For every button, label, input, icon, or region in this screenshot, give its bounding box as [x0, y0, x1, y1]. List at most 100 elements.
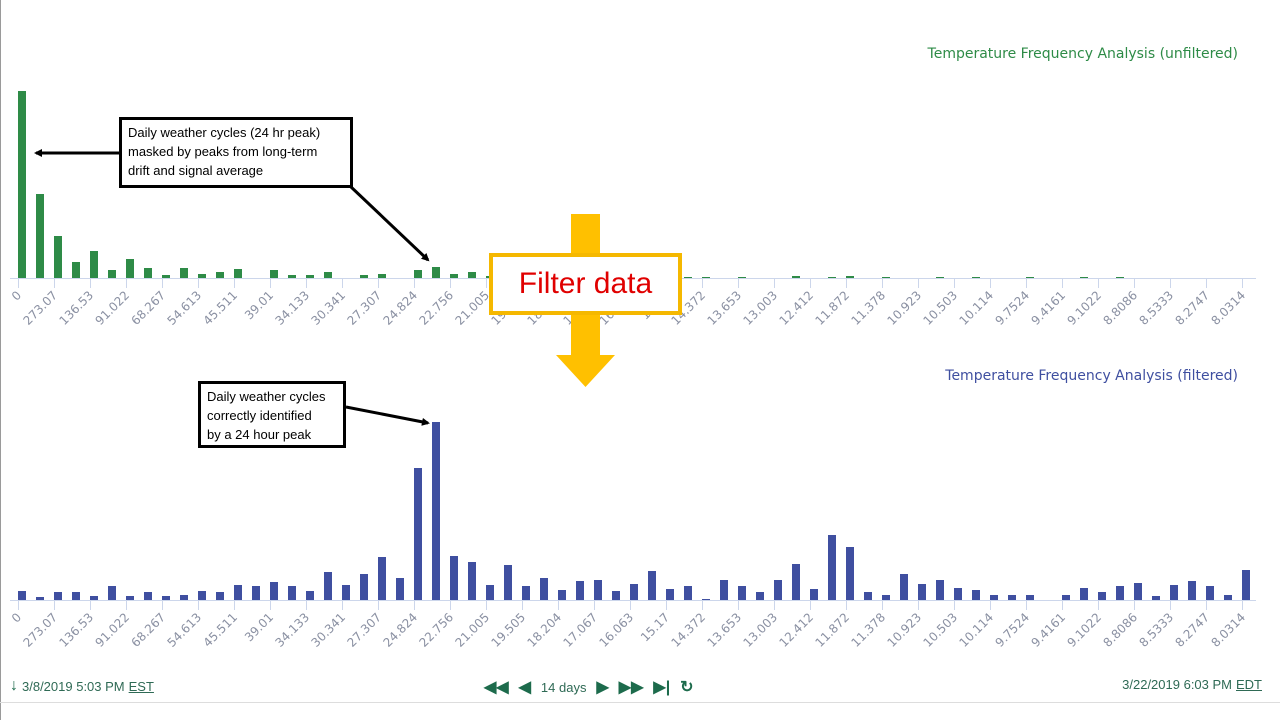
bar[interactable] [1080, 588, 1088, 600]
bar[interactable] [792, 564, 800, 600]
bar[interactable] [90, 596, 98, 600]
next-icon[interactable]: ▶ [596, 679, 609, 696]
bar[interactable] [684, 277, 692, 278]
bar[interactable] [702, 599, 710, 600]
bar[interactable] [882, 595, 890, 600]
bar[interactable] [468, 562, 476, 600]
bar[interactable] [144, 268, 152, 278]
bar[interactable] [828, 277, 836, 278]
bar[interactable] [972, 277, 980, 278]
bar[interactable] [126, 596, 134, 600]
bar[interactable] [1026, 595, 1034, 600]
bar[interactable] [306, 591, 314, 600]
bar[interactable] [216, 272, 224, 278]
bar[interactable] [1080, 277, 1088, 278]
bar[interactable] [1116, 277, 1124, 278]
bar[interactable] [216, 592, 224, 600]
bar[interactable] [180, 268, 188, 278]
bar[interactable] [324, 272, 332, 278]
bar[interactable] [252, 586, 260, 600]
bar[interactable] [36, 194, 44, 278]
bar[interactable] [972, 590, 980, 600]
bar[interactable] [738, 586, 746, 600]
bar[interactable] [846, 276, 854, 278]
bar[interactable] [864, 592, 872, 600]
bar[interactable] [36, 597, 44, 600]
bar[interactable] [936, 277, 944, 278]
start-timezone-link[interactable]: EST [128, 678, 154, 694]
bar[interactable] [450, 556, 458, 600]
bar[interactable] [828, 535, 836, 600]
bar[interactable] [1098, 592, 1106, 600]
bar[interactable] [198, 274, 206, 278]
bar[interactable] [918, 584, 926, 600]
bar[interactable] [1206, 586, 1214, 600]
bar[interactable] [180, 595, 188, 600]
bar[interactable] [414, 270, 422, 278]
bar[interactable] [108, 270, 116, 278]
bar[interactable] [108, 586, 116, 600]
bar[interactable] [126, 259, 134, 278]
bar[interactable] [288, 586, 296, 600]
end-timezone-link[interactable]: EDT [1236, 677, 1262, 692]
bar[interactable] [702, 277, 710, 278]
bar[interactable] [792, 276, 800, 278]
bar[interactable] [1026, 277, 1034, 278]
bar[interactable] [234, 585, 242, 600]
bar[interactable] [954, 588, 962, 600]
bar[interactable] [1242, 570, 1250, 600]
bar[interactable] [486, 585, 494, 600]
bar[interactable] [198, 591, 206, 600]
bar[interactable] [18, 591, 26, 600]
bar[interactable] [1188, 581, 1196, 600]
bar[interactable] [810, 589, 818, 600]
bar[interactable] [342, 585, 350, 600]
bar[interactable] [288, 275, 296, 278]
bar[interactable] [522, 586, 530, 600]
bar[interactable] [414, 468, 422, 600]
bar[interactable] [1062, 595, 1070, 600]
bar[interactable] [72, 592, 80, 600]
bar[interactable] [774, 580, 782, 600]
bar[interactable] [90, 251, 98, 278]
bar[interactable] [234, 269, 242, 278]
bar[interactable] [162, 275, 170, 278]
bar[interactable] [720, 580, 728, 600]
bar[interactable] [72, 262, 80, 278]
bar[interactable] [1170, 585, 1178, 600]
end-icon[interactable]: ▶| [653, 679, 671, 696]
bar[interactable] [18, 91, 26, 278]
bar[interactable] [144, 592, 152, 600]
bar[interactable] [882, 277, 890, 278]
bar[interactable] [504, 565, 512, 600]
bar[interactable] [378, 274, 386, 278]
bar[interactable] [1224, 595, 1232, 600]
bar[interactable] [630, 584, 638, 600]
range-label[interactable]: 14 days [540, 679, 587, 695]
bar[interactable] [936, 580, 944, 600]
bar[interactable] [846, 547, 854, 600]
bar[interactable] [1152, 596, 1160, 600]
bar[interactable] [54, 592, 62, 600]
bar[interactable] [324, 572, 332, 600]
bar[interactable] [648, 571, 656, 600]
bar[interactable] [360, 275, 368, 278]
first-icon[interactable]: ◀◀ [484, 679, 509, 696]
bar[interactable] [270, 582, 278, 600]
bar[interactable] [612, 591, 620, 600]
bar[interactable] [1134, 583, 1142, 600]
bar[interactable] [738, 277, 746, 278]
bar[interactable] [468, 272, 476, 278]
bar[interactable] [666, 589, 674, 600]
bar[interactable] [990, 595, 998, 600]
bar[interactable] [396, 578, 404, 600]
bar[interactable] [378, 557, 386, 600]
prev-icon[interactable]: ◀ [518, 679, 531, 696]
bar[interactable] [756, 592, 764, 600]
bar[interactable] [270, 270, 278, 278]
bar[interactable] [900, 574, 908, 600]
refresh-icon[interactable]: ↻ [680, 679, 694, 696]
bar[interactable] [360, 574, 368, 600]
arrow-down-icon[interactable]: ↓ [10, 677, 18, 694]
bar[interactable] [594, 580, 602, 600]
